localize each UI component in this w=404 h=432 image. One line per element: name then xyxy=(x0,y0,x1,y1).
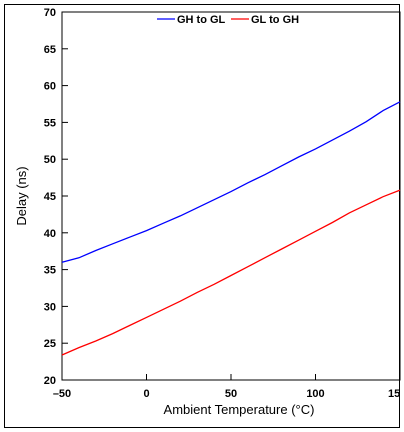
x-tick-label: 100 xyxy=(306,388,324,400)
legend-label: GL to GH xyxy=(251,14,299,26)
legend-label: GH to GL xyxy=(177,14,226,26)
y-tick-label: 40 xyxy=(44,228,56,240)
x-tick-label: –50 xyxy=(53,388,71,400)
y-tick-label: 60 xyxy=(44,81,56,93)
chart-frame xyxy=(4,4,400,428)
x-tick-label: 15 xyxy=(388,388,400,400)
y-tick-label: 30 xyxy=(44,301,56,313)
y-tick-label: 25 xyxy=(44,338,56,350)
series-line-gh-to-gl xyxy=(61,101,401,263)
plot-area-border xyxy=(61,11,401,381)
y-tick-label: 50 xyxy=(44,154,56,166)
x-tick-label: 0 xyxy=(143,388,149,400)
y-tick-label: 45 xyxy=(44,191,56,203)
y-tick-label: 55 xyxy=(44,117,56,129)
x-tick-label: 50 xyxy=(225,388,237,400)
y-tick-label: 20 xyxy=(44,375,56,387)
x-axis-label: Ambient Temperature (°C) xyxy=(164,402,315,417)
y-tick-label: 35 xyxy=(44,265,56,277)
y-axis-label: Delay (ns) xyxy=(14,166,29,225)
series-line-gl-to-gh xyxy=(61,189,401,356)
y-tick-label: 65 xyxy=(44,44,56,56)
y-tick-label: 70 xyxy=(44,7,56,19)
